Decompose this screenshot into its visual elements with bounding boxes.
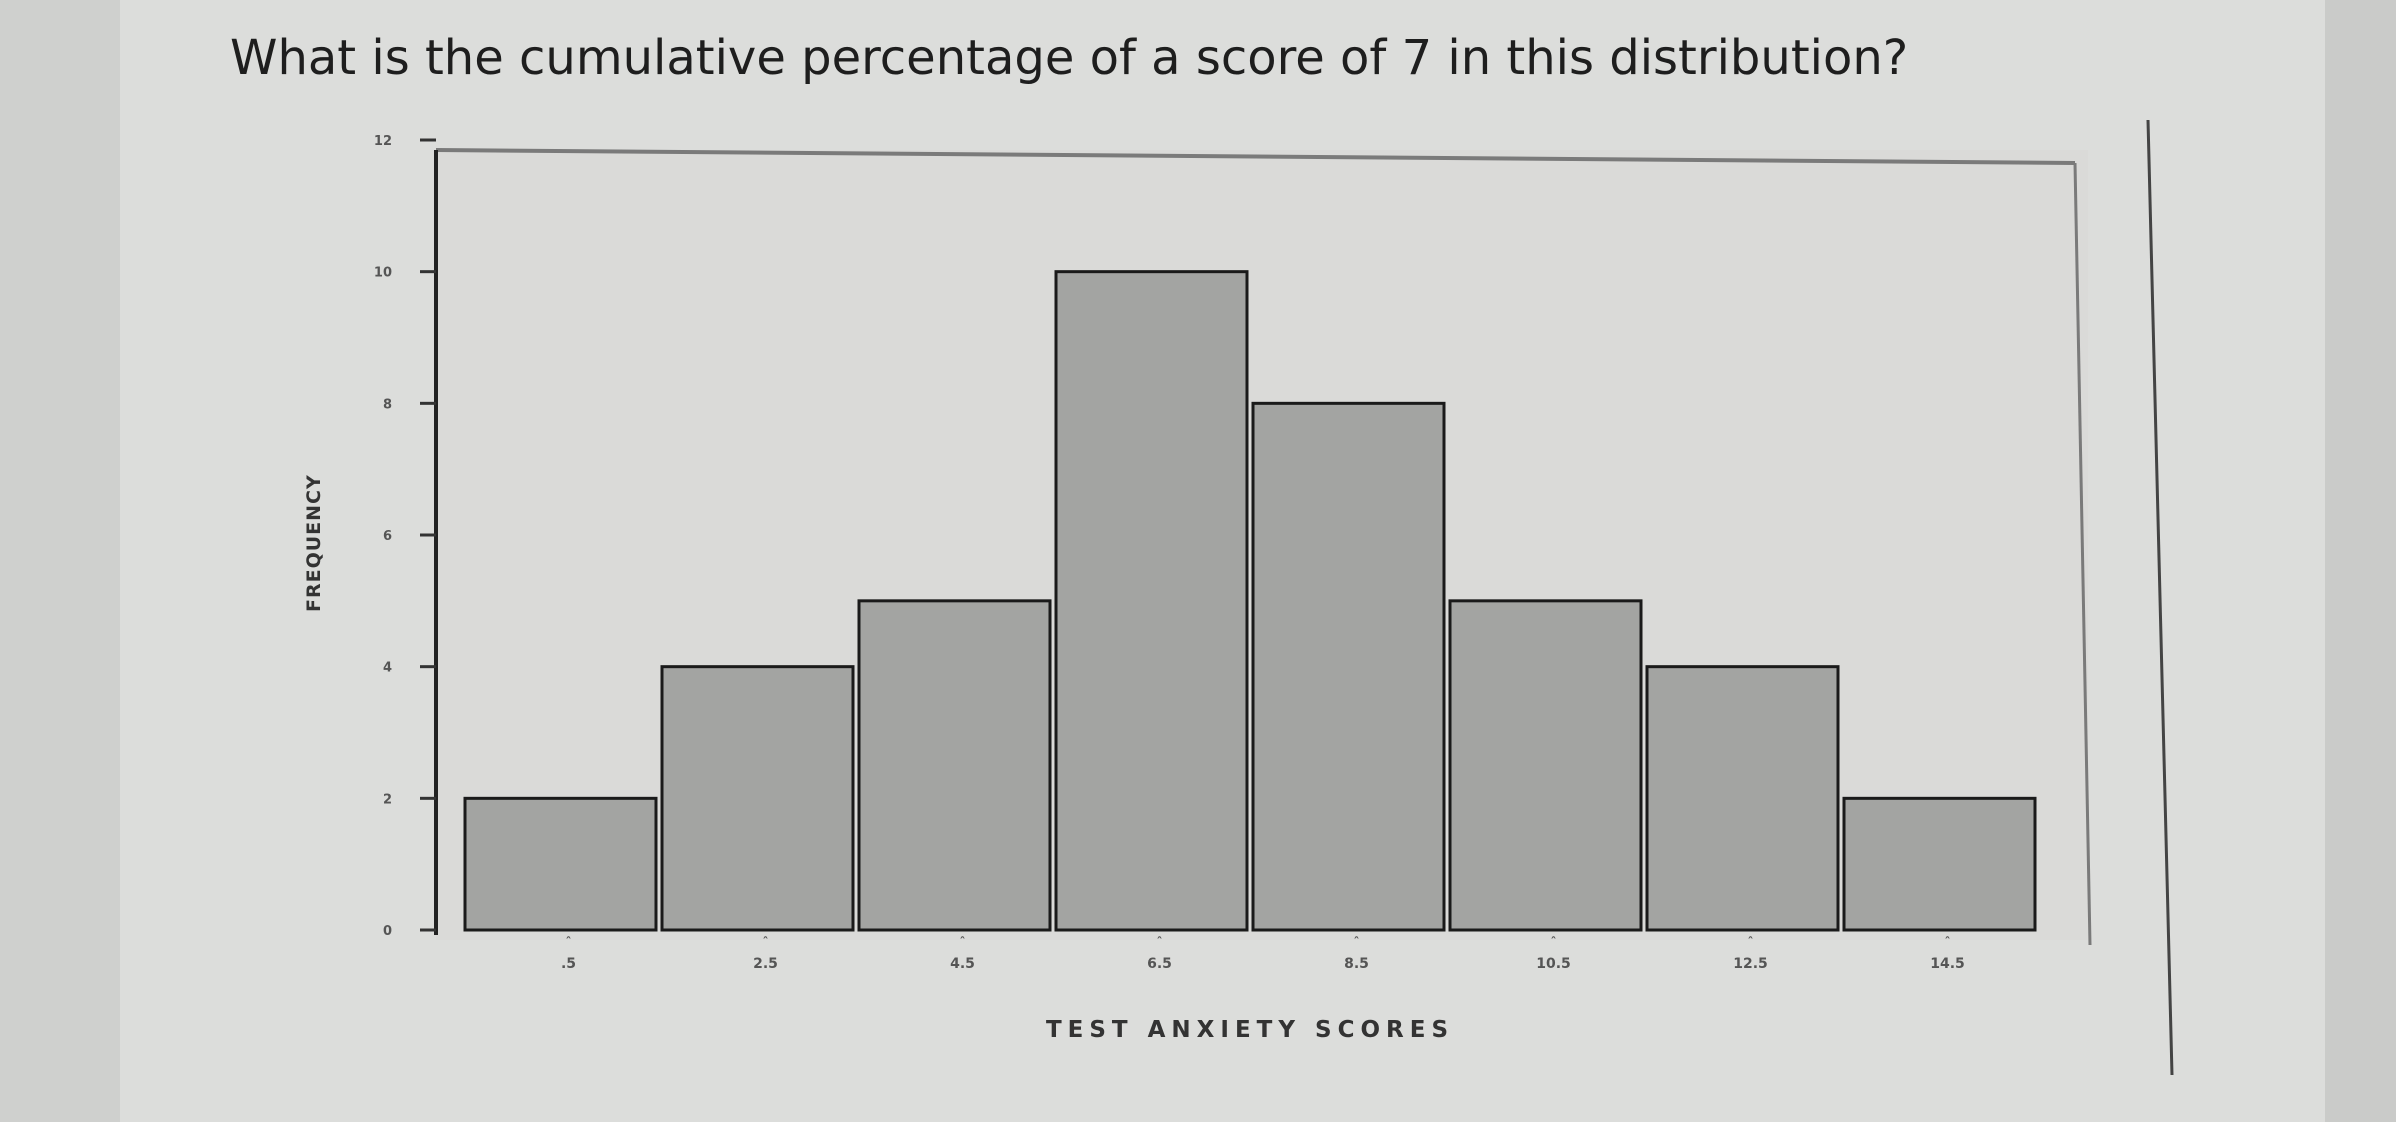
vertical-divider: [2146, 119, 2174, 1076]
histogram-bar: [857, 599, 1052, 932]
x-tick-mark: ˆ: [763, 935, 769, 949]
x-tick-label: 10.5: [1536, 956, 1571, 972]
x-tick-label: 8.5: [1344, 956, 1369, 972]
x-tick-mark: ˆ: [1945, 935, 1951, 949]
y-tick-label: 8: [383, 397, 392, 412]
histogram-bar: [1645, 665, 1840, 932]
histogram-bar: [1448, 599, 1643, 932]
question-text: What is the cumulative percentage of a s…: [230, 30, 1909, 86]
y-ticks-layer: 0 2 4 6 8 10 12: [374, 134, 436, 939]
y-axis-title: FREQUENCY: [303, 474, 325, 612]
x-tick-mark: ˆ: [1551, 935, 1557, 949]
x-tick-mark: ˆ: [1157, 935, 1163, 949]
histogram-bar: [1251, 401, 1446, 932]
histogram-bar: [463, 796, 658, 932]
x-tick-mark: ˆ: [960, 935, 966, 949]
histogram-bar: [660, 665, 855, 932]
y-tick-label: 4: [383, 661, 392, 676]
y-tick-label: 6: [383, 529, 392, 544]
x-tick-label: .5: [561, 956, 576, 972]
x-tick-label: 12.5: [1733, 956, 1768, 972]
y-tick-label: 0: [383, 924, 392, 939]
x-tick-mark: ˆ: [1748, 935, 1754, 949]
histogram-bar: [1842, 796, 2037, 932]
x-tick-mark: ˆ: [1354, 935, 1360, 949]
x-tick-label: 4.5: [950, 956, 975, 972]
x-ticks-layer: ˆ .5 ˆ 2.5 ˆ 4.5 ˆ 6.5 ˆ 8.5 ˆ 10.5 ˆ 12.5 ˆ 14.5: [561, 935, 1965, 972]
x-tick-label: 2.5: [753, 956, 778, 972]
histogram-bar: [1054, 270, 1249, 932]
x-axis-title: TEST ANXIETY SCORES: [1046, 1017, 1454, 1043]
x-tick-label: 14.5: [1930, 956, 1965, 972]
right-margin: [2325, 0, 2396, 1122]
plot-top-border: [435, 148, 2076, 165]
y-tick-label: 2: [383, 792, 392, 807]
plot-right-border: [2073, 162, 2092, 946]
y-tick-label: 10: [374, 266, 392, 281]
y-tick-label: 12: [374, 134, 392, 149]
bars-layer: [463, 270, 2037, 932]
x-tick-label: 6.5: [1147, 956, 1172, 972]
x-tick-mark: ˆ: [566, 935, 572, 949]
left-margin: [0, 0, 120, 1122]
